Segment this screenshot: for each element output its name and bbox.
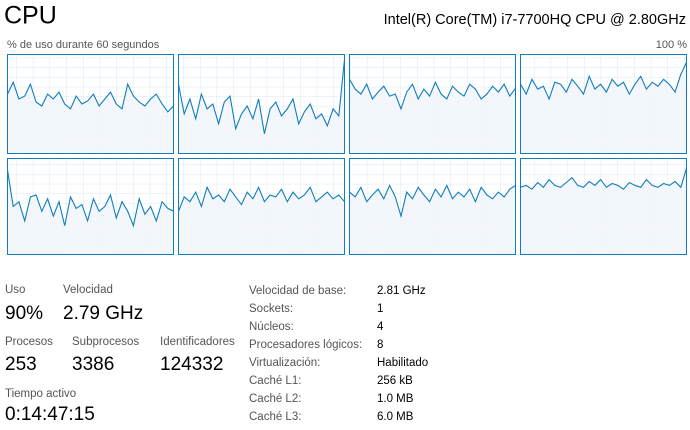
detail-value: 1: [377, 303, 383, 315]
detail-label: Velocidad de base:: [249, 285, 346, 297]
usage-area: [7, 82, 174, 154]
stat-value: 0:14:47:15: [5, 404, 95, 425]
graph-border: [7, 54, 174, 154]
detail-label: Procesadores lógicos:: [249, 339, 362, 351]
stat-value: 90%: [5, 303, 43, 324]
usage-line: [6, 169, 174, 228]
usage-area: [178, 59, 345, 154]
usage-area: [349, 79, 516, 154]
graph-border: [520, 158, 687, 255]
stat-value: 124332: [160, 354, 223, 375]
stat-value: 2.79 GHz: [63, 303, 143, 324]
graph-label: % de uso durante 60 segundos: [7, 39, 160, 51]
graph-border: [520, 54, 687, 154]
detail-value: 8: [377, 339, 383, 351]
usage-area: [520, 62, 687, 154]
stat-value: 253: [5, 354, 37, 375]
usage-area: [7, 170, 174, 255]
stat-label: Subprocesos: [72, 336, 139, 348]
detail-value: 6.0 MB: [377, 411, 414, 423]
graph-border: [7, 158, 174, 255]
detail-label: Núcleos:: [249, 321, 294, 333]
usage-line: [520, 62, 687, 101]
detail-label: Virtualización:: [249, 357, 320, 369]
usage-line: [520, 167, 688, 190]
usage-area: [520, 168, 687, 255]
stat-label: Uso: [5, 284, 25, 296]
detail-value: 256 kB: [377, 375, 413, 387]
graph-border: [178, 54, 345, 154]
detail-value: 4: [377, 321, 384, 333]
stat-label: Velocidad: [63, 284, 113, 296]
stat-label: Identificadores: [160, 336, 235, 348]
detail-label: Caché L1:: [249, 375, 301, 387]
usage-line: [7, 80, 174, 113]
detail-value: Habilitado: [377, 357, 428, 369]
usage-line: [177, 59, 346, 134]
stat-label: Tiempo activo: [5, 388, 76, 400]
graph-border: [349, 54, 516, 154]
detail-label: Sockets:: [249, 303, 293, 315]
usage-line: [177, 185, 345, 212]
graph-max: 100 %: [656, 39, 687, 51]
stat-label: Procesos: [5, 336, 53, 348]
graph-border: [349, 158, 516, 255]
usage-area: [178, 187, 345, 255]
usage-area: [349, 185, 516, 255]
usage-line: [349, 184, 516, 219]
graph-border: [178, 158, 345, 255]
detail-label: Caché L3:: [249, 411, 301, 423]
detail-label: Caché L2:: [249, 393, 301, 405]
detail-value: 1.0 MB: [377, 393, 414, 405]
detail-value: 2.81 GHz: [377, 285, 426, 297]
processor-name: Intel(R) Core(TM) i7-7700HQ CPU @ 2.80GH…: [384, 12, 686, 28]
stat-value: 3386: [72, 354, 114, 375]
title: CPU: [4, 2, 57, 30]
usage-line: [349, 79, 516, 111]
